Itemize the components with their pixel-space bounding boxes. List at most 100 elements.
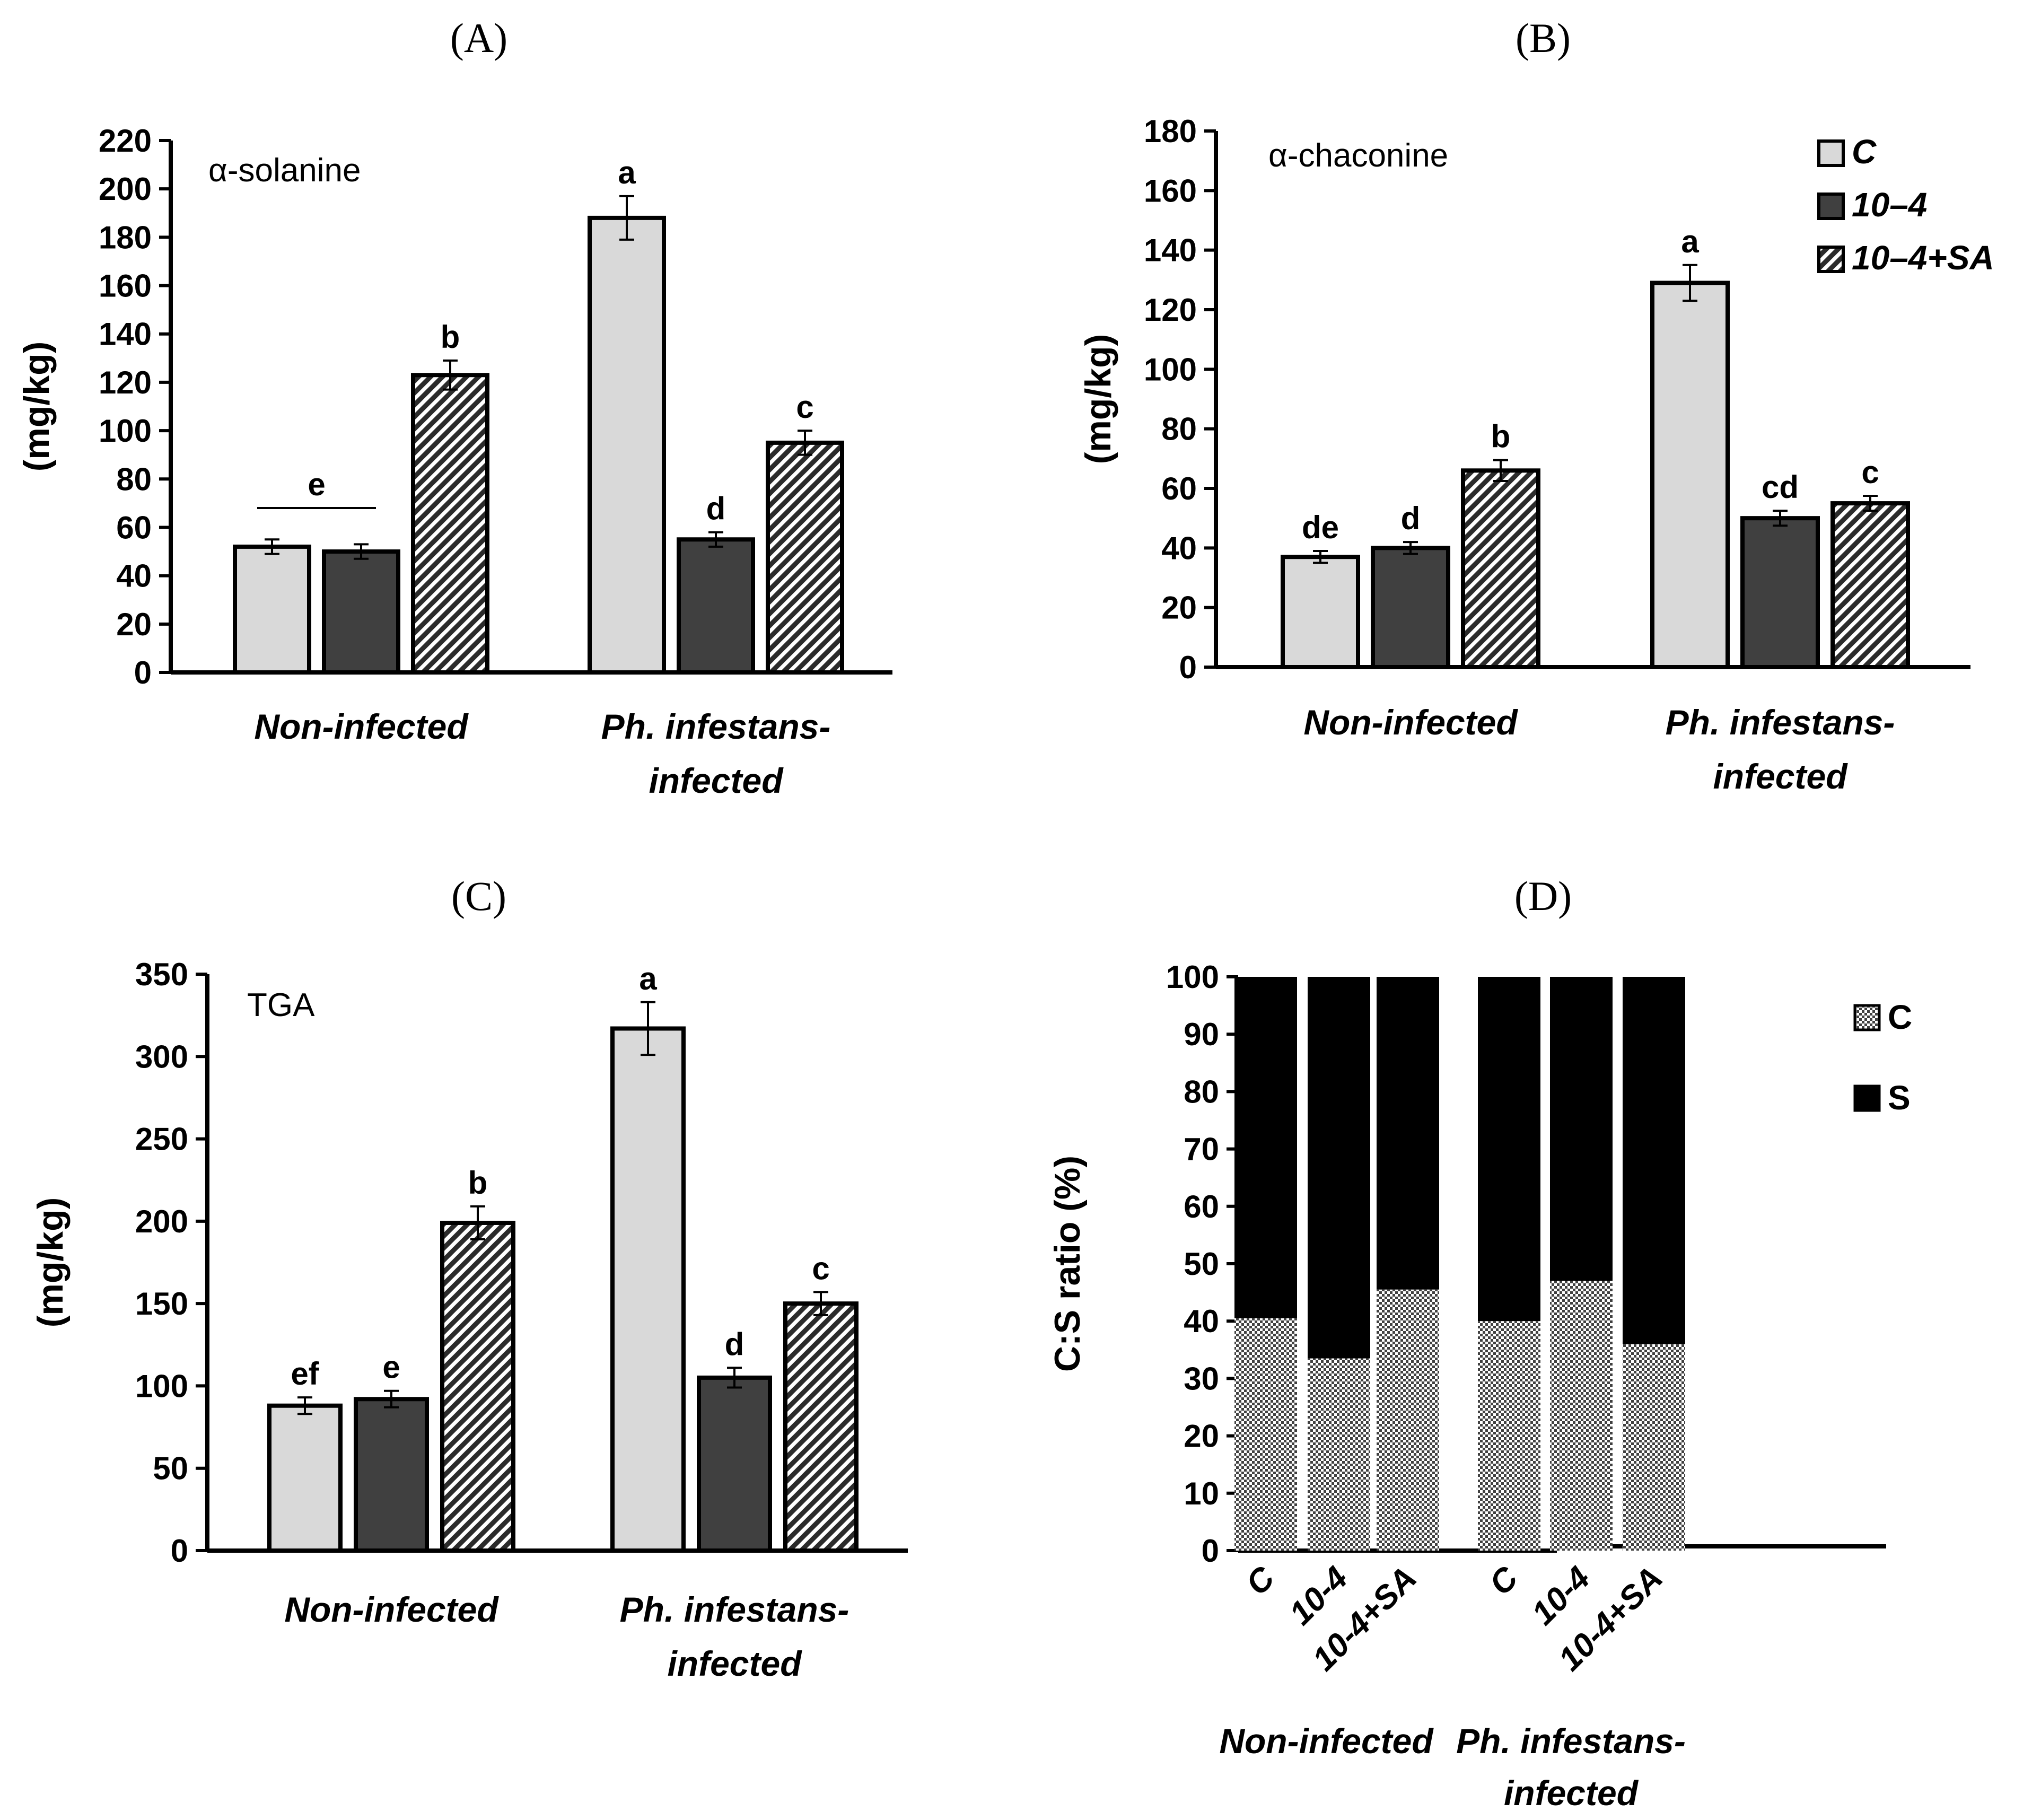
chart-d-y-tick-label: 60: [1184, 1189, 1219, 1224]
chart-c-y-tick-label: 0: [171, 1533, 188, 1569]
chart-b-svg: (B) 0 20 40 60 80 100 120 140 160 180 (mg/kg) α-chac…: [1078, 15, 1994, 796]
chart-d-bar-label: C: [1482, 1559, 1525, 1602]
legend-label-2: 10–4: [1852, 186, 1927, 224]
chart-d-bar-s-segment-4: [1478, 977, 1540, 1322]
chart-b-sig-letter: de: [1302, 510, 1339, 545]
chart-a-y-tick-label: 20: [116, 607, 152, 642]
chart-c-sig-letter: b: [468, 1165, 488, 1201]
chart-c-y-tick-label: 150: [135, 1286, 188, 1322]
chart-c-y-tick-label: 200: [135, 1204, 188, 1239]
chart-c-y-tick-label: 250: [135, 1122, 188, 1157]
chart-c-y-tick-label: 350: [135, 957, 188, 992]
chart-a-y-tick-label: 120: [99, 365, 152, 400]
chart-c-bar-noninf-2: [354, 1397, 429, 1553]
chart-a-y-tick-label: 180: [99, 220, 152, 255]
chart-a-y-axis-title: (mg/kg): [16, 342, 57, 472]
chart-d-legend-label-2: S: [1888, 1079, 1911, 1117]
chart-b-y-tick-label: 140: [1144, 233, 1197, 268]
chart-d-panel-label: (D): [1514, 873, 1572, 919]
chart-a-panel-label: (A): [450, 15, 507, 61]
chart-c-category-label: Ph. infestans-: [620, 1590, 849, 1629]
chart-b-bar-noninf-1: [1281, 555, 1360, 670]
chart-a-y-tick-label: 220: [99, 123, 152, 159]
legend-label-3: 10–4+SA: [1852, 239, 1994, 277]
legend-swatch-1: [1817, 139, 1845, 167]
chart-a-sig-letter: b: [441, 319, 460, 355]
chart-a-category-label: Non-infected: [254, 707, 469, 746]
chart-d-legend-swatch-2: [1853, 1084, 1881, 1112]
chart-b-inner-title: α-chaconine: [1268, 137, 1448, 174]
chart-a-y-tick-label: 60: [116, 510, 152, 545]
panel-a: (A) 0 20 40 60 80 100 120 140 160 180 200 220 (mg/kg)…: [0, 0, 1016, 848]
chart-a-sig-letter: c: [796, 389, 813, 425]
chart-d-group-label: Non-infected: [1219, 1721, 1434, 1761]
chart-a-category-label: infected: [649, 761, 784, 800]
chart-d-bar-s-segment-3: [1377, 977, 1439, 1290]
chart-d-y-tick-label: 80: [1184, 1074, 1219, 1109]
chart-b-bar-inf-2: [1740, 516, 1820, 670]
chart-b-y-tick-label: 0: [1179, 650, 1197, 685]
chart-d-bar-s-segment-5: [1550, 977, 1613, 1281]
chart-a-y-tick-label: 40: [116, 558, 152, 594]
chart-d-y-tick-label: 0: [1202, 1533, 1219, 1569]
chart-a-bar-inf-2: [677, 537, 755, 675]
chart-c-inner-title: TGA: [247, 987, 315, 1023]
chart-d-y-tick-label: 50: [1184, 1246, 1219, 1282]
chart-c-sig-letter: c: [812, 1250, 829, 1286]
chart-b-category-label: Ph. infestans-: [1666, 703, 1895, 742]
chart-b-sig-letter: cd: [1762, 469, 1799, 505]
chart-d-y-tick-label: 20: [1184, 1419, 1219, 1454]
chart-c-panel-label: (C): [451, 873, 506, 919]
chart-a-y-tick-label: 0: [134, 655, 152, 690]
chart-c-category-label: Non-infected: [284, 1590, 499, 1629]
chart-d-y-tick-label: 90: [1184, 1017, 1219, 1052]
chart-b-y-tick-label: 80: [1161, 412, 1197, 447]
chart-c-svg: (C) 0 50 100 150 200 250 300 350 (mg/kg) TGA ef e b a d…: [30, 873, 908, 1683]
chart-a-y-tick-label: 140: [99, 317, 152, 352]
legend-label-1: C: [1852, 133, 1877, 171]
chart-a-y-tick-label: 80: [116, 461, 152, 497]
chart-b-bar-noninf-3: [1461, 468, 1540, 669]
chart-b-y-tick-label: 160: [1144, 173, 1197, 208]
chart-d-bar-label: C: [1239, 1559, 1282, 1602]
chart-d-y-tick-label: 100: [1166, 959, 1219, 995]
panel-c: (C) 0 50 100 150 200 250 300 350 (mg/kg) TGA ef e b a d…: [0, 848, 1016, 1820]
chart-a-sig-letter: d: [706, 491, 726, 527]
chart-b-y-axis-title: (mg/kg): [1078, 334, 1118, 465]
chart-c-y-axis-title: (mg/kg): [30, 1197, 71, 1328]
chart-d-bar-s-segment-1: [1234, 977, 1297, 1318]
chart-a-y-tick-label: 100: [99, 413, 152, 449]
chart-b-y-tick-label: 60: [1161, 471, 1197, 506]
chart-c-bar-inf-3: [783, 1301, 859, 1553]
chart-a-sig-letter: e: [308, 467, 325, 502]
chart-c-category-label: infected: [667, 1644, 802, 1683]
chart-b-sig-letter: a: [1681, 224, 1699, 259]
legend-swatch-3: [1817, 246, 1845, 273]
chart-a-inner-title: α-solanine: [208, 152, 361, 189]
chart-b-bar-noninf-2: [1371, 546, 1450, 670]
chart-d-y-tick-label: 40: [1184, 1303, 1219, 1339]
panel-b: (B) 0 20 40 60 80 100 120 140 160 180 (mg/kg) α-chac…: [1016, 0, 2032, 848]
chart-a-bar-noninf-2: [322, 549, 400, 675]
chart-a-y-tick-label: 200: [99, 171, 152, 207]
chart-d-y-tick-label: 30: [1184, 1361, 1219, 1396]
chart-d-bar-s-segment-2: [1308, 977, 1370, 1359]
chart-b-category-label: Non-infected: [1303, 703, 1518, 742]
chart-d-group-label: infected: [1504, 1773, 1639, 1813]
chart-a-bar-inf-1: [588, 215, 666, 675]
chart-d-bar-c-segment-2: [1308, 1358, 1370, 1551]
chart-c-sig-letter: e: [382, 1350, 400, 1385]
chart-b-y-tick-label: 100: [1144, 352, 1197, 387]
chart-b-y-tick-label: 180: [1144, 113, 1197, 149]
chart-b-category-label: infected: [1713, 757, 1848, 796]
chart-b-panel-label: (B): [1516, 15, 1571, 61]
chart-c-bar-inf-1: [610, 1026, 686, 1553]
chart-c-bar-inf-2: [697, 1375, 772, 1553]
chart-a-category-label: Ph. infestans-: [601, 707, 831, 746]
chart-d-bar-c-segment-6: [1623, 1344, 1685, 1551]
chart-d-bar-c-segment-4: [1478, 1321, 1540, 1551]
chart-d-y-axis-title: C:S ratio (%): [1047, 1156, 1088, 1372]
chart-d-y-tick-label: 70: [1184, 1132, 1219, 1167]
chart-c-y-tick-label: 300: [135, 1039, 188, 1074]
chart-a-y-tick-label: 160: [99, 268, 152, 304]
